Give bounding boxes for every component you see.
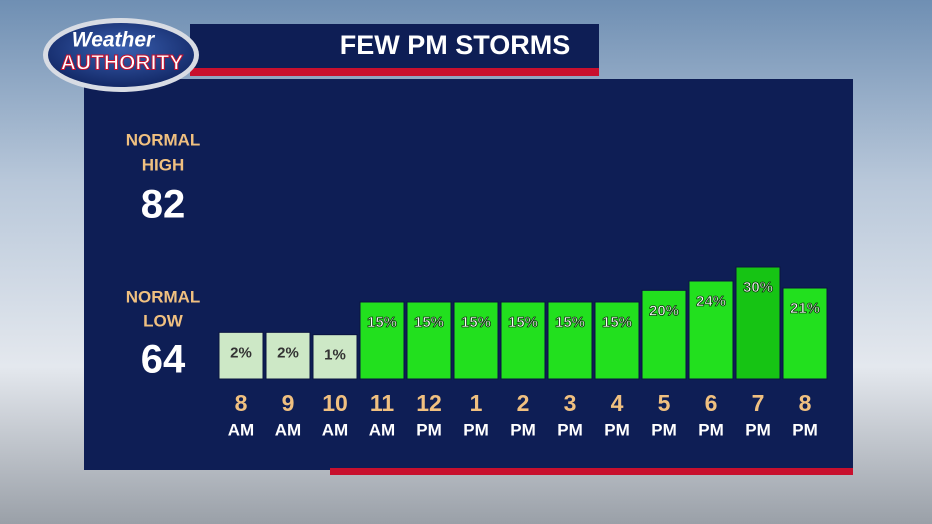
value-label: 15% xyxy=(414,314,444,331)
x-tick-label: PM xyxy=(792,420,818,439)
x-tick-label: 12 xyxy=(416,390,442,416)
value-label: 1% xyxy=(324,347,346,364)
bar xyxy=(641,289,687,380)
x-tick-label: 1 xyxy=(470,390,483,416)
value-label: 15% xyxy=(461,314,491,331)
bar xyxy=(453,301,499,380)
x-tick-label: PM xyxy=(745,420,771,439)
normal-value: 64 xyxy=(141,338,186,382)
bar xyxy=(735,266,781,380)
value-label: 30% xyxy=(743,279,773,296)
bar xyxy=(406,301,452,380)
x-tick-label: 2 xyxy=(517,390,530,416)
title-banner xyxy=(190,24,599,70)
x-tick-label: PM xyxy=(510,420,536,439)
chart-title: FEW PM STORMS xyxy=(340,30,571,60)
x-tick-label: PM xyxy=(698,420,724,439)
x-tick-label: PM xyxy=(557,420,583,439)
x-tick-label: AM xyxy=(369,420,395,439)
bar xyxy=(500,301,546,380)
value-label: 2% xyxy=(230,344,252,361)
x-tick-label: 3 xyxy=(564,390,577,416)
normal-label: HIGH xyxy=(142,155,185,174)
x-tick-label: 11 xyxy=(370,390,395,416)
value-label: 2% xyxy=(277,344,299,361)
bar xyxy=(312,334,358,380)
value-label: 20% xyxy=(649,302,679,319)
stripe xyxy=(190,68,599,76)
bar xyxy=(688,280,734,380)
normal-label: NORMAL xyxy=(126,287,201,306)
x-tick-label: 10 xyxy=(322,390,348,416)
x-tick-label: PM xyxy=(604,420,630,439)
x-tick-label: 4 xyxy=(611,390,624,416)
normal-value: 82 xyxy=(141,183,186,227)
normal-label: LOW xyxy=(143,311,184,330)
x-tick-label: AM xyxy=(322,420,348,439)
x-tick-label: PM xyxy=(651,420,677,439)
bar xyxy=(594,301,640,380)
bar xyxy=(218,331,264,380)
bar xyxy=(547,301,593,380)
x-tick-label: AM xyxy=(275,420,301,439)
value-label: 21% xyxy=(790,300,820,317)
logo xyxy=(48,23,194,87)
value-label: 15% xyxy=(602,314,632,331)
x-tick-label: AM xyxy=(228,420,254,439)
panel xyxy=(84,79,853,470)
x-tick-label: 5 xyxy=(658,390,671,416)
normal-label: NORMAL xyxy=(126,130,201,149)
x-tick-label: 7 xyxy=(752,390,765,416)
x-tick-label: 6 xyxy=(705,390,718,416)
logo-text: Weather xyxy=(72,29,156,52)
x-tick-label: 8 xyxy=(235,390,248,416)
x-tick-label: 8 xyxy=(799,390,812,416)
value-label: 15% xyxy=(555,314,585,331)
x-tick-label: PM xyxy=(463,420,489,439)
value-label: 15% xyxy=(508,314,538,331)
x-tick-label: PM xyxy=(416,420,442,439)
value-label: 15% xyxy=(367,314,397,331)
value-label: 24% xyxy=(696,293,726,310)
x-tick-label: 9 xyxy=(282,390,295,416)
bar xyxy=(265,331,311,380)
stripe xyxy=(330,468,853,475)
logo-text: AUTHORITY xyxy=(61,52,184,75)
bar xyxy=(359,301,405,380)
bar xyxy=(782,287,828,380)
